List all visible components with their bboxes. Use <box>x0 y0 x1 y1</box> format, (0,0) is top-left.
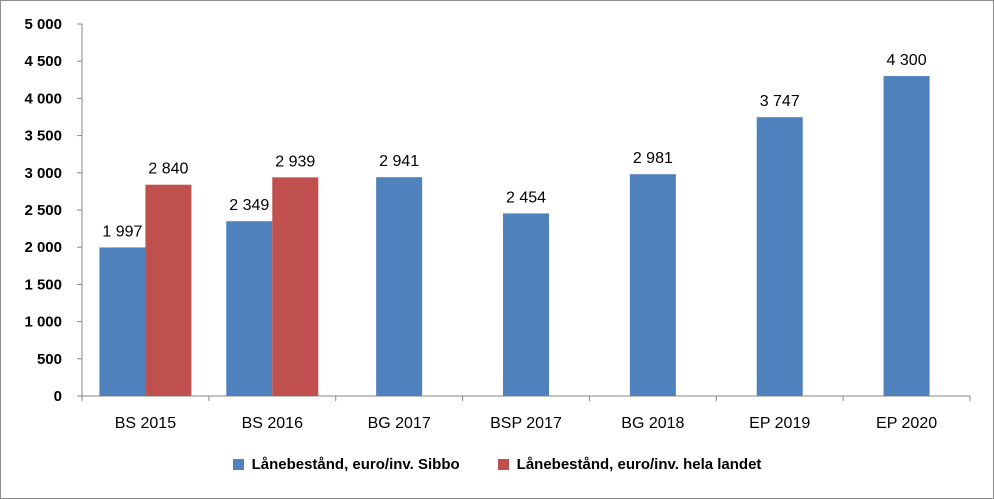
data-label: 2 939 <box>275 153 315 170</box>
y-tick-label: 500 <box>37 351 62 368</box>
bars <box>99 76 930 396</box>
bar-sibbo <box>99 247 146 396</box>
data-label: 4 300 <box>887 52 927 69</box>
data-label: 3 747 <box>760 93 800 110</box>
data-label: 2 454 <box>506 189 546 206</box>
legend-item-hela-landet: Lånebestånd, euro/inv. hela landet <box>497 455 762 473</box>
x-tick-label: EP 2019 <box>749 415 810 432</box>
x-tick-label: BG 2018 <box>621 415 684 432</box>
legend-label-sibbo: Lånebestånd, euro/inv. Sibbo <box>251 455 460 473</box>
legend-label-hela-landet: Lånebestånd, euro/inv. hela landet <box>516 455 762 473</box>
bar-sibbo <box>503 213 549 396</box>
bar-hela-landet <box>145 184 192 396</box>
bar-sibbo <box>756 117 803 396</box>
bar-sibbo <box>376 177 423 396</box>
y-tick-label: 3 500 <box>24 128 62 145</box>
y-tick-label: 4 500 <box>24 53 62 70</box>
data-label: 2 840 <box>148 161 188 178</box>
legend: Lånebestånd, euro/inv. Sibbo Lånebestånd… <box>0 452 994 476</box>
y-tick-label: 1 500 <box>24 276 62 293</box>
x-tick-label: BSP 2017 <box>490 415 562 432</box>
legend-swatch-hela-landet <box>497 458 509 470</box>
legend-swatch-sibbo <box>232 458 244 470</box>
bar-sibbo <box>629 174 676 396</box>
y-tick-label: 5 000 <box>24 16 62 33</box>
x-tick-label: BS 2015 <box>115 415 176 432</box>
x-tick-label: EP 2020 <box>876 415 937 432</box>
y-tick-label: 2 000 <box>24 239 62 256</box>
bar-hela-landet <box>272 177 319 396</box>
x-tick-label: BS 2016 <box>242 415 303 432</box>
y-tick-label: 2 500 <box>24 202 62 219</box>
bar-sibbo <box>226 221 273 396</box>
bar-sibbo <box>883 76 930 396</box>
data-label: 2 349 <box>229 197 269 214</box>
data-labels: 1 997 2 840 2 349 2 939 2 941 2 454 2 981 3 747… <box>102 52 926 240</box>
y-tick-label: 1 000 <box>24 314 62 331</box>
data-label: 2 981 <box>633 150 673 167</box>
y-tick-label: 3 000 <box>24 165 62 182</box>
data-label: 1 997 <box>102 223 142 240</box>
axes: 0 500 1 000 1 500 2 000 2 500 3 000 3 500 4 000 4… <box>24 16 971 432</box>
legend-item-sibbo: Lånebestånd, euro/inv. Sibbo <box>232 455 460 473</box>
data-label: 2 941 <box>379 153 419 170</box>
y-tick-label: 4 000 <box>24 90 62 107</box>
x-tick-label: BG 2017 <box>368 415 431 432</box>
y-tick-label: 0 <box>54 388 62 405</box>
